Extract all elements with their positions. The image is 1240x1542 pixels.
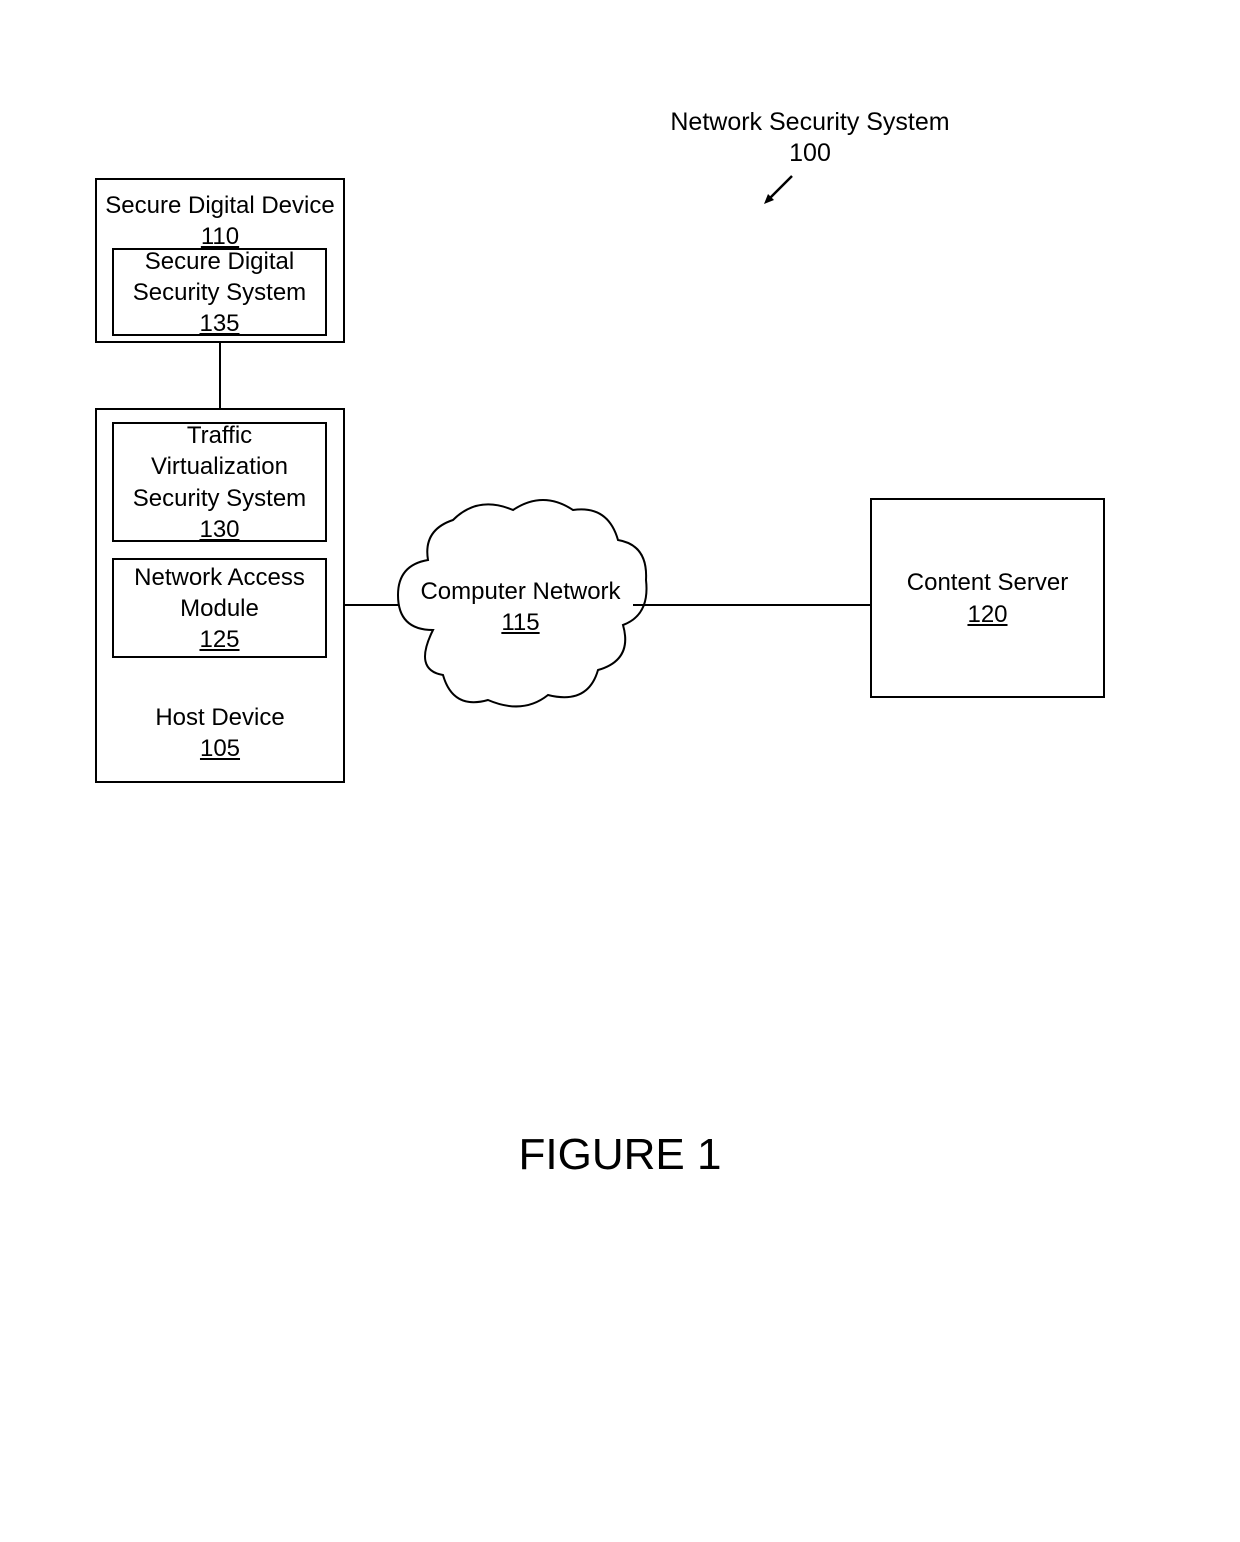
network-access-number: 125 (134, 626, 305, 654)
diagram-container: Network Security System 100 Secure Digit… (0, 0, 1240, 1542)
secure-system-number: 135 (133, 310, 306, 338)
traffic-virt-label-2: Virtualization (133, 451, 306, 482)
traffic-virt-box: Traffic Virtualization Security System 1… (112, 422, 327, 542)
network-access-label-1: Network Access (134, 562, 305, 593)
secure-device-label: Secure Digital Device (105, 190, 334, 221)
content-server-label: Content Server (907, 567, 1068, 598)
traffic-virt-label-3: Security System (133, 483, 306, 514)
traffic-virt-number: 130 (133, 516, 306, 544)
computer-network-label: Computer Network (388, 576, 653, 607)
secure-system-box: Secure Digital Security System 135 (112, 248, 327, 336)
diagram-title: Network Security System 100 (640, 108, 980, 168)
secure-system-label-1: Secure Digital (133, 246, 306, 277)
traffic-virt-label-1: Traffic (133, 420, 306, 451)
title-number: 100 (640, 139, 980, 168)
cloud-label-group: Computer Network 115 (388, 576, 653, 637)
secure-system-label-2: Security System (133, 277, 306, 308)
host-device-number: 105 (95, 735, 345, 763)
content-server-number: 120 (907, 601, 1068, 629)
host-device-label: Host Device (95, 702, 345, 733)
computer-network-number: 115 (388, 609, 653, 637)
pointer-arrow-icon (760, 172, 796, 213)
figure-caption: FIGURE 1 (0, 1130, 1240, 1180)
host-device-label-group: Host Device 105 (95, 702, 345, 763)
connector-secure-to-host (219, 343, 221, 408)
title-text: Network Security System (640, 108, 980, 137)
content-server-box: Content Server 120 (870, 498, 1105, 698)
network-access-box: Network Access Module 125 (112, 558, 327, 658)
connector-cloud-to-server (633, 604, 870, 606)
network-access-label-2: Module (134, 593, 305, 624)
